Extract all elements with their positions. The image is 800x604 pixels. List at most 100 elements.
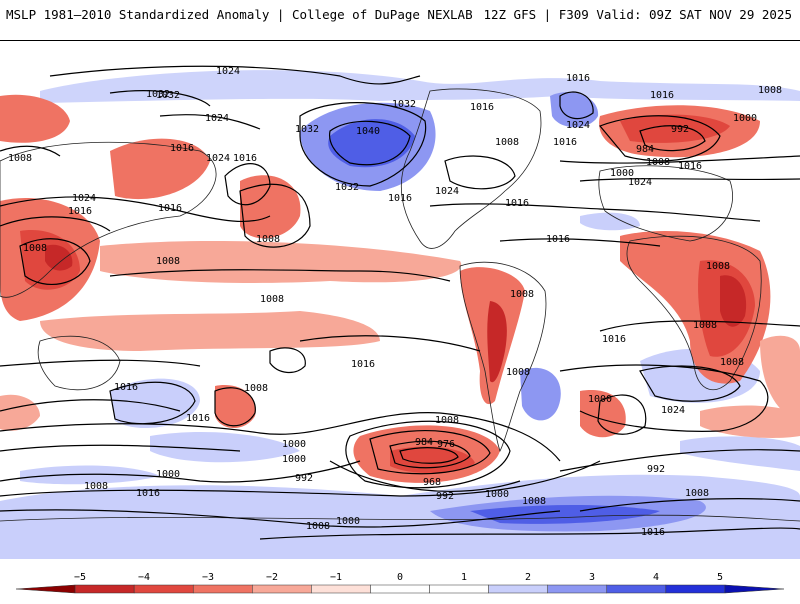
svg-text:1008: 1008: [306, 521, 330, 532]
svg-text:1016: 1016: [233, 153, 257, 164]
svg-text:1032: 1032: [146, 89, 170, 100]
colorbar-segment: [665, 584, 726, 594]
svg-text:1008: 1008: [720, 357, 744, 368]
colorbar-tick: −3: [202, 572, 214, 583]
svg-text:1024: 1024: [566, 120, 590, 131]
svg-text:1000: 1000: [282, 454, 306, 465]
isobars: [0, 65, 800, 540]
header: MSLP 1981–2010 Standardized Anomaly | Co…: [0, 0, 800, 32]
svg-text:1000: 1000: [336, 516, 360, 527]
svg-text:1016: 1016: [351, 359, 375, 370]
svg-text:1000: 1000: [156, 469, 180, 480]
svg-text:1016: 1016: [546, 234, 570, 245]
svg-text:1024: 1024: [72, 193, 96, 204]
svg-text:1008: 1008: [685, 488, 709, 499]
colorbar-segment: [429, 584, 489, 594]
svg-text:976: 976: [437, 439, 455, 450]
svg-text:1032: 1032: [295, 124, 319, 135]
map-title: MSLP 1981–2010 Standardized Anomaly | Co…: [6, 7, 473, 22]
svg-text:1032: 1032: [392, 99, 416, 110]
svg-text:1008: 1008: [510, 289, 534, 300]
svg-text:1024: 1024: [661, 405, 685, 416]
svg-text:1016: 1016: [114, 382, 138, 393]
colorbar-segment: [74, 584, 135, 594]
colorbar-segment: [133, 584, 194, 594]
svg-text:1016: 1016: [641, 527, 665, 538]
svg-text:1008: 1008: [84, 481, 108, 492]
colorbar-segment: [311, 584, 371, 594]
colorbar-tick: −2: [266, 572, 278, 583]
svg-text:1016: 1016: [602, 334, 626, 345]
svg-text:1008: 1008: [156, 256, 180, 267]
svg-text:1016: 1016: [566, 73, 590, 84]
svg-text:1016: 1016: [68, 206, 92, 217]
colorbar-segments: [15, 584, 785, 594]
colorbar-tick: 3: [589, 572, 595, 583]
svg-text:1000: 1000: [733, 113, 757, 124]
colorbar-tick-labels: −5 −4 −3 −2 −1 0 1 2 3 4 5: [74, 572, 723, 583]
svg-text:1016: 1016: [553, 137, 577, 148]
svg-text:1016: 1016: [470, 102, 494, 113]
svg-text:992: 992: [671, 124, 689, 135]
svg-text:1024: 1024: [206, 153, 230, 164]
svg-text:1008: 1008: [693, 320, 717, 331]
svg-text:1000: 1000: [282, 439, 306, 450]
svg-text:1032: 1032: [335, 182, 359, 193]
colorbar-tick: −4: [138, 572, 150, 583]
svg-text:1008: 1008: [256, 234, 280, 245]
map-canvas: 1024 1032 1024 1032 1040 1032 1032 1016 …: [0, 41, 800, 559]
svg-text:1008: 1008: [244, 383, 268, 394]
colorbar-segment: [252, 584, 312, 594]
colorbar-segment: [488, 584, 548, 594]
svg-text:1016: 1016: [388, 193, 412, 204]
colorbar-segment: [606, 584, 667, 594]
svg-text:1000: 1000: [610, 168, 634, 179]
svg-text:992: 992: [647, 464, 665, 475]
svg-text:1000: 1000: [588, 394, 612, 405]
colorbar-tick: 4: [653, 572, 659, 583]
svg-text:1008: 1008: [8, 153, 32, 164]
isobar-labels: 1024 1032 1024 1032 1040 1032 1032 1016 …: [8, 66, 782, 538]
svg-text:984: 984: [636, 144, 654, 155]
svg-text:1008: 1008: [522, 496, 546, 507]
svg-text:1024: 1024: [435, 186, 459, 197]
colorbar-segment: [192, 584, 253, 594]
colorbar-segment: [370, 584, 430, 594]
anomaly-map: 1024 1032 1024 1032 1040 1032 1032 1016 …: [0, 40, 800, 559]
svg-text:984: 984: [415, 437, 433, 448]
svg-text:1008: 1008: [260, 294, 284, 305]
coastlines: [0, 88, 800, 522]
svg-text:1008: 1008: [435, 415, 459, 426]
svg-text:968: 968: [423, 477, 441, 488]
colorbar-tick: −5: [74, 572, 86, 583]
colorbar-segment: [547, 584, 608, 594]
colorbar-tick: 2: [525, 572, 531, 583]
svg-text:1016: 1016: [650, 90, 674, 101]
colorbar-tick: 1: [461, 572, 467, 583]
svg-text:1016: 1016: [136, 488, 160, 499]
colorbar-segment: [15, 584, 76, 594]
model-valid-time: 12Z GFS | F309 Valid: 09Z SAT NOV 29 202…: [483, 7, 792, 22]
colorbar-svg: −5 −4 −3 −2 −1 0 1 2 3 4 5: [15, 572, 785, 594]
svg-text:1024: 1024: [216, 66, 240, 77]
svg-text:1008: 1008: [706, 261, 730, 272]
colorbar-tick: −1: [330, 572, 342, 583]
svg-text:1008: 1008: [506, 367, 530, 378]
svg-text:1016: 1016: [186, 413, 210, 424]
colorbar-segment: [724, 584, 785, 594]
svg-text:1016: 1016: [170, 143, 194, 154]
svg-text:1024: 1024: [205, 113, 229, 124]
anomaly-colorbar: −5 −4 −3 −2 −1 0 1 2 3 4 5: [0, 568, 800, 600]
svg-text:1016: 1016: [678, 161, 702, 172]
svg-text:1008: 1008: [23, 243, 47, 254]
svg-text:992: 992: [295, 473, 313, 484]
svg-text:1032: 1032: [156, 90, 180, 101]
svg-text:992: 992: [436, 491, 454, 502]
svg-text:1008: 1008: [495, 137, 519, 148]
svg-text:1024: 1024: [628, 177, 652, 188]
svg-text:1008: 1008: [646, 157, 670, 168]
svg-text:1016: 1016: [505, 198, 529, 209]
colorbar-tick: 0: [397, 572, 403, 583]
svg-text:1008: 1008: [758, 85, 782, 96]
svg-text:1000: 1000: [485, 489, 509, 500]
